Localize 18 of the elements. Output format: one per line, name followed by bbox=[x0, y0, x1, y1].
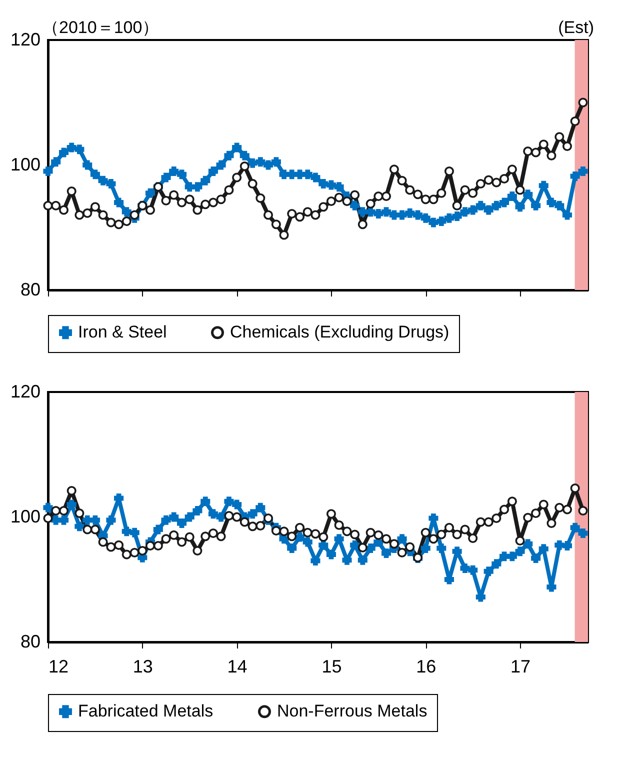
x-tick-label: 17 bbox=[510, 656, 531, 676]
y-tick-label: 120 bbox=[10, 382, 40, 402]
y-tick-label: 80 bbox=[20, 280, 40, 300]
y-tick-label: 100 bbox=[10, 154, 40, 174]
text: （2010＝100） bbox=[42, 18, 160, 37]
y-tick-label: 120 bbox=[10, 30, 40, 50]
y-tick-label: 100 bbox=[10, 506, 40, 526]
x-tick-label: 14 bbox=[227, 656, 248, 676]
legend-label: Non-Ferrous Metals bbox=[277, 702, 428, 721]
x-tick-label: 12 bbox=[48, 656, 69, 676]
legend-label: Chemicals (Excluding Drugs) bbox=[230, 322, 450, 342]
x-tick-label: 13 bbox=[132, 656, 153, 676]
text: (Est) bbox=[558, 18, 594, 37]
legend-label: Iron & Steel bbox=[78, 322, 167, 342]
y-tick-label: 80 bbox=[20, 632, 40, 652]
x-tick-label: 16 bbox=[416, 656, 436, 676]
legend-label: Fabricated Metals bbox=[78, 702, 214, 721]
x-tick-label: 15 bbox=[322, 656, 342, 676]
